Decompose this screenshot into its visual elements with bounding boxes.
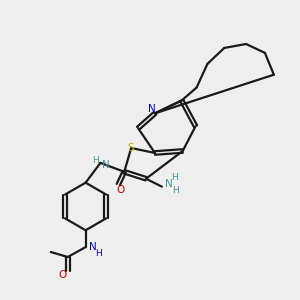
Text: S: S	[128, 143, 134, 153]
Text: O: O	[59, 270, 67, 280]
Text: N: N	[165, 179, 172, 189]
Text: H: H	[92, 156, 98, 165]
Text: H: H	[171, 173, 178, 182]
Text: H: H	[172, 186, 178, 195]
Text: N: N	[148, 104, 156, 114]
Text: O: O	[116, 184, 124, 195]
Text: N: N	[102, 160, 110, 170]
Text: H: H	[95, 248, 102, 257]
Text: N: N	[88, 242, 96, 252]
